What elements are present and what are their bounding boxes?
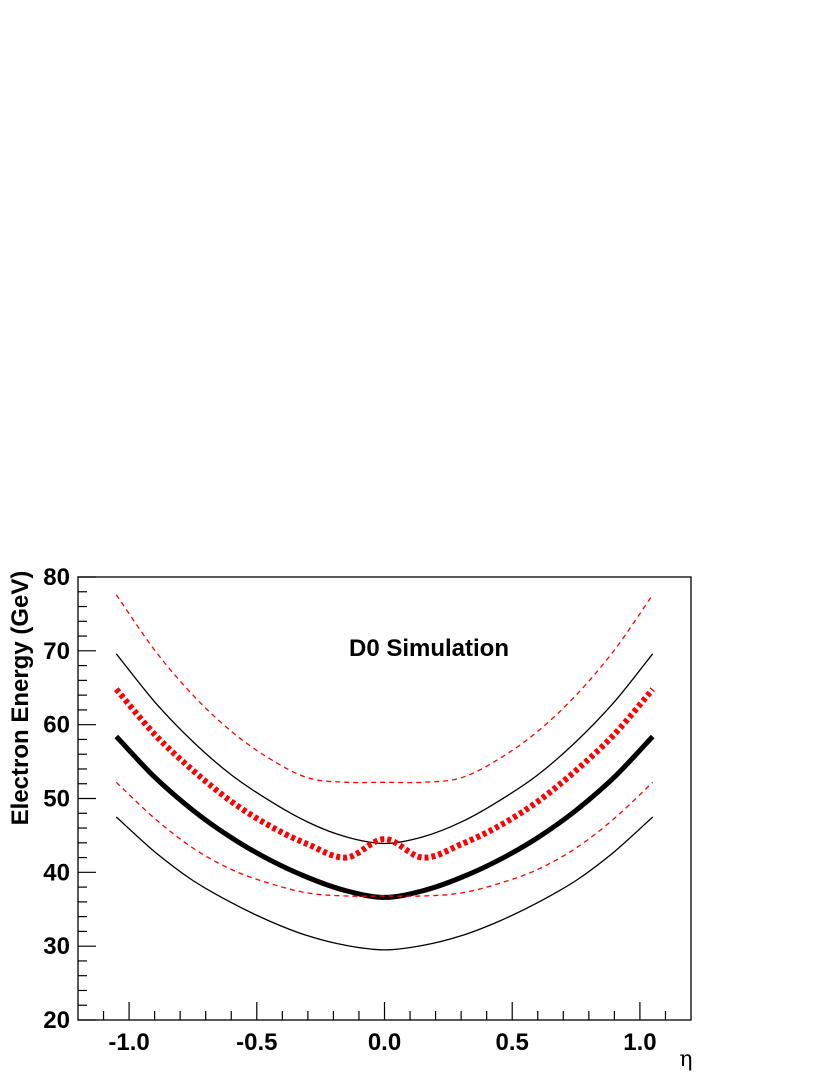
x-tick-label: 1.0 — [623, 1029, 656, 1056]
y-tick-label: 30 — [43, 933, 70, 960]
curves-layer — [114, 594, 655, 951]
series-line-3 — [115, 816, 654, 951]
ticks-layer — [78, 576, 667, 1021]
chart-title: D0 Simulation — [349, 635, 509, 662]
y-tick-label: 50 — [43, 786, 70, 813]
series-line-2 — [115, 653, 654, 845]
x-tick-label: -0.5 — [236, 1029, 277, 1056]
tick-labels-layer: -1.0 -0.5 0.0 0.5 1.0 20 30 40 50 60 70 80 — [43, 564, 656, 1056]
y-tick-label: 80 — [43, 564, 70, 591]
y-tick-label: 60 — [43, 712, 70, 739]
y-axis-label: Electron Energy (GeV) — [7, 571, 34, 826]
x-tick-label: 0.5 — [496, 1029, 529, 1056]
series-line-6 — [115, 781, 654, 897]
series-line-4 — [114, 687, 655, 861]
x-axis-label: η — [679, 1047, 692, 1072]
y-tick-label: 70 — [43, 638, 70, 665]
series-line-1 — [114, 734, 655, 900]
x-tick-label: -1.0 — [108, 1029, 149, 1056]
y-tick-label: 40 — [43, 859, 70, 886]
x-tick-label: 0.0 — [368, 1029, 401, 1056]
y-tick-label: 20 — [43, 1007, 70, 1034]
series-line-5 — [115, 594, 654, 784]
